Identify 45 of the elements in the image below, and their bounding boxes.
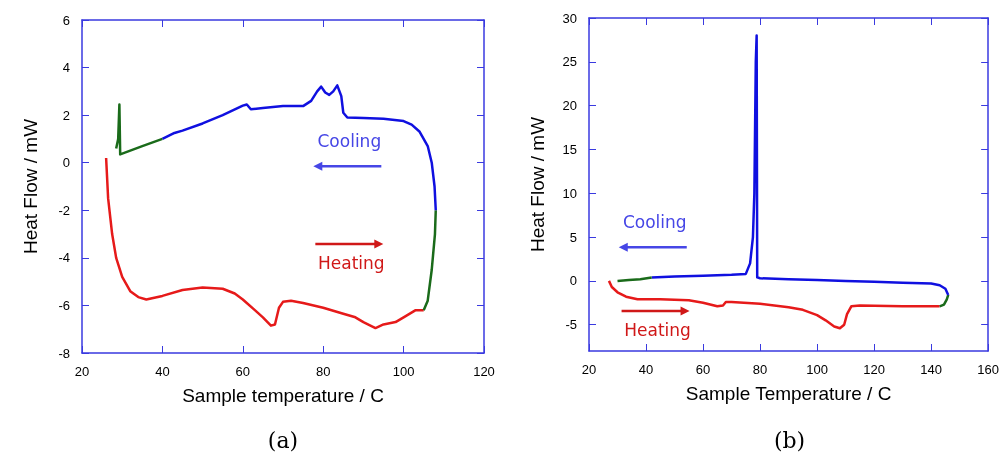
x-tick-label: 40 — [638, 362, 654, 377]
x-tick-label: 120 — [473, 364, 495, 379]
x-tick-label: 40 — [155, 364, 170, 379]
x-tick-label: 80 — [315, 364, 331, 379]
x-tick-label: 60 — [235, 364, 251, 379]
y-tick-label: 5 — [569, 229, 577, 245]
x-tick-label: 100 — [806, 362, 828, 377]
line-series — [161, 84, 438, 212]
annotation: Heating — [318, 253, 385, 274]
y-axis-title: Heat Flow / mW — [20, 118, 41, 255]
y-tick-label: 10 — [562, 185, 577, 201]
y-axis-title: Heat Flow / mW — [527, 116, 548, 253]
y-tick-label: 4 — [62, 60, 70, 76]
x-axis-title: Sample Temperature / C — [685, 383, 892, 404]
line-series — [114, 103, 164, 156]
x-tick-label: 100 — [392, 364, 415, 379]
x-tick-label: 120 — [863, 362, 885, 377]
y-tick-label: 30 — [562, 10, 577, 26]
y-tick-label: 0 — [569, 273, 577, 289]
text: (a) — [267, 428, 299, 453]
x-tick-label: 160 — [977, 362, 1000, 377]
x-tick-label: 80 — [752, 362, 768, 377]
line-series — [422, 209, 438, 312]
y-tick-label: 0 — [62, 155, 70, 171]
y-tick-label: -2 — [58, 202, 70, 218]
y-tick-label: 2 — [62, 107, 70, 123]
x-tick-label: 20 — [74, 364, 90, 379]
line-series — [104, 156, 425, 330]
x-tick-label: 60 — [695, 362, 711, 377]
x-tick-label: 20 — [581, 362, 597, 377]
annotation: Heating — [624, 320, 691, 341]
x-tick-label: 140 — [920, 362, 942, 377]
line-series — [938, 293, 950, 308]
text: (b) — [773, 428, 806, 453]
y-tick-label: 25 — [562, 54, 577, 70]
y-tick-label: -6 — [58, 297, 70, 313]
y-tick-label: 15 — [562, 141, 577, 157]
y-tick-label: -8 — [58, 345, 70, 361]
x-axis-title: Sample temperature / C — [182, 385, 384, 406]
y-tick-label: -4 — [58, 250, 70, 266]
annotation: Cooling — [317, 131, 382, 152]
annotation: Cooling — [622, 212, 687, 233]
y-tick-label: 6 — [62, 12, 70, 28]
y-tick-label: 20 — [562, 98, 577, 114]
y-tick-label: -5 — [565, 317, 577, 333]
